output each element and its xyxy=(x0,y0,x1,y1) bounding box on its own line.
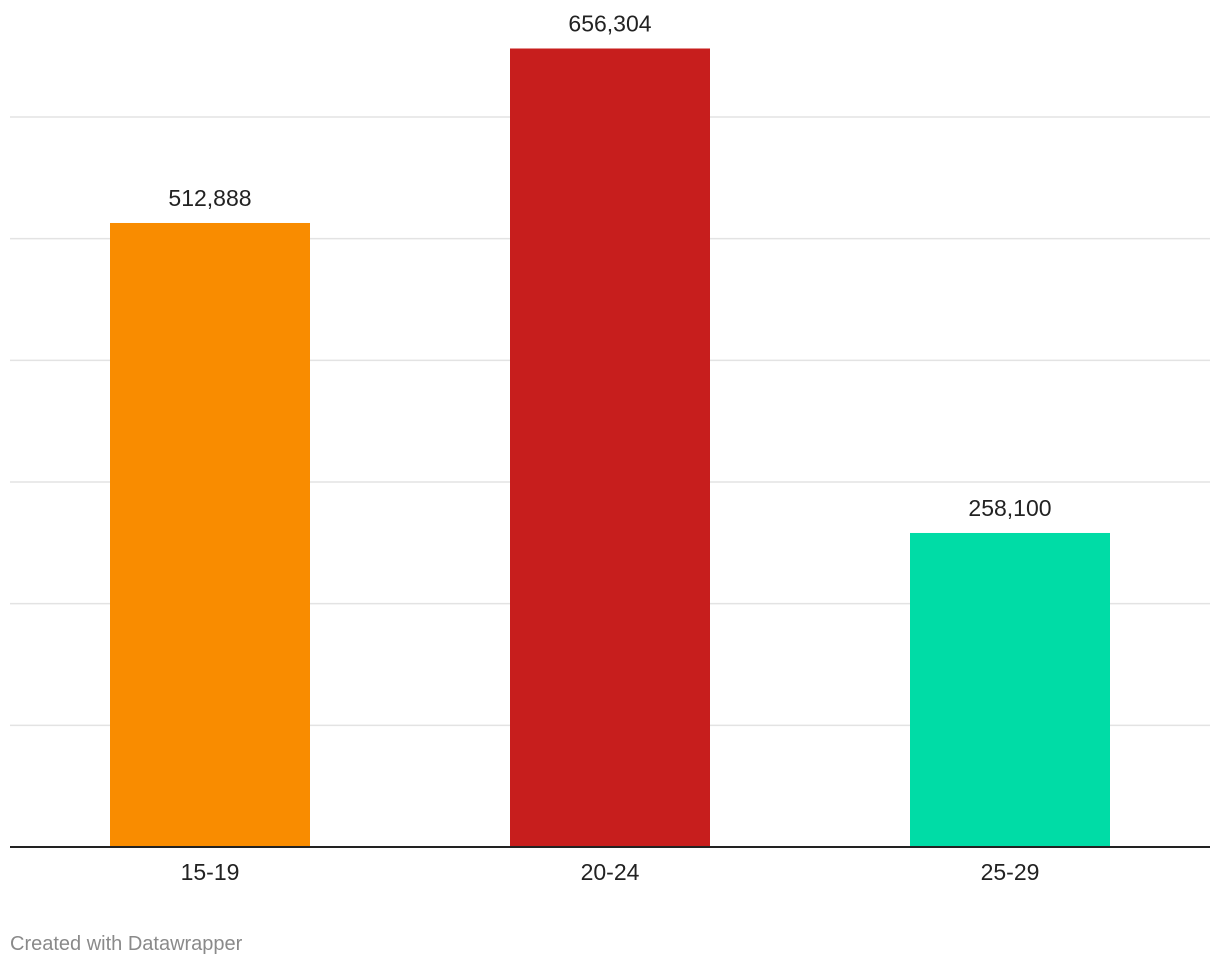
bar-20-24 xyxy=(510,48,710,847)
bar-chart: 512,888 656,304 258,100 15-19 20-24 25-29 xyxy=(10,10,1210,885)
category-label-20-24: 20-24 xyxy=(581,859,640,885)
bar-15-19 xyxy=(110,222,310,847)
x-axis-tick-labels: 15-19 20-24 25-29 xyxy=(181,859,1040,885)
datawrapper-credit: Created with Datawrapper xyxy=(10,933,243,955)
category-label-15-19: 15-19 xyxy=(181,859,240,885)
bar-25-29 xyxy=(910,532,1110,847)
value-label-20-24: 656,304 xyxy=(568,10,651,36)
value-label-25-29: 258,100 xyxy=(968,495,1051,521)
value-label-15-19: 512,888 xyxy=(168,185,251,211)
category-label-25-29: 25-29 xyxy=(981,859,1040,885)
value-labels: 512,888 656,304 258,100 xyxy=(168,10,1051,520)
bars xyxy=(110,48,1110,847)
